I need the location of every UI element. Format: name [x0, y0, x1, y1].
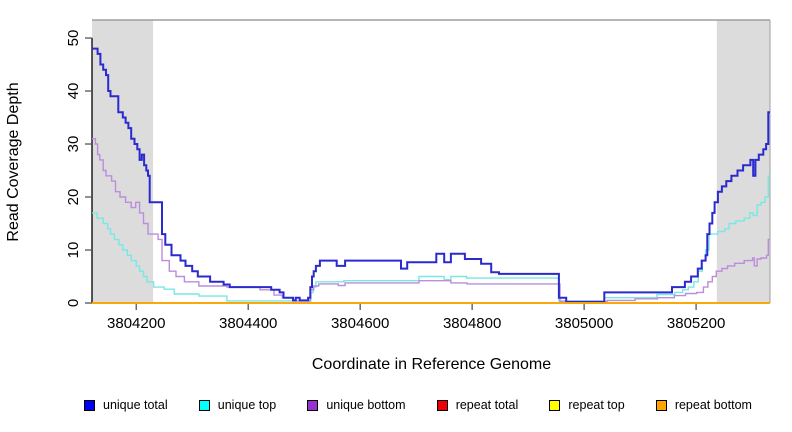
x-tick-label: 3804200	[107, 315, 165, 332]
legend-label: repeat bottom	[674, 398, 752, 412]
legend-item-unique-bottom: unique bottom	[307, 398, 406, 412]
x-tick-label: 3805000	[555, 315, 613, 332]
shaded-region-1	[716, 20, 770, 303]
legend-item-unique-total: unique total	[84, 398, 168, 412]
series-line-unique-bottom	[92, 138, 770, 303]
legend-label: repeat top	[568, 398, 625, 412]
legend-swatch-icon	[198, 399, 210, 411]
legend-swatch-icon	[84, 399, 95, 411]
legend-swatch-icon	[655, 399, 667, 411]
x-tick-label: 3804600	[331, 315, 389, 332]
legend-item-repeat-total: repeat total	[436, 398, 519, 412]
legend-label: unique total	[103, 398, 168, 412]
chart-legend: unique total unique top unique bottom repea…	[84, 398, 752, 412]
y-tick-label: 20	[65, 189, 82, 206]
x-tick-label: 3804800	[443, 315, 501, 332]
series-line-unique-total	[92, 47, 770, 303]
legend-swatch-icon	[307, 399, 319, 411]
y-tick-label: 30	[65, 136, 82, 153]
y-tick-label: 50	[65, 30, 82, 47]
x-tick-label: 3804400	[219, 315, 277, 332]
legend-item-repeat-bottom: repeat bottom	[655, 398, 752, 412]
y-tick-label: 10	[65, 242, 82, 259]
legend-label: unique top	[217, 398, 277, 412]
series-line-unique-top	[92, 175, 770, 302]
legend-item-unique-top: unique top	[198, 398, 277, 412]
legend-item-repeat-top: repeat top	[549, 398, 625, 412]
legend-label: repeat total	[455, 398, 519, 412]
y-tick-label: 0	[65, 299, 82, 307]
y-axis-title: Read Coverage Depth	[5, 82, 22, 242]
y-tick-label: 40	[65, 83, 82, 100]
x-tick-label: 3805200	[667, 315, 725, 332]
legend-swatch-icon	[549, 399, 561, 411]
shaded-region-0	[92, 20, 154, 303]
legend-swatch-icon	[436, 399, 448, 411]
x-axis-title: Coordinate in Reference Genome	[311, 356, 552, 373]
legend-label: unique bottom	[326, 398, 406, 412]
